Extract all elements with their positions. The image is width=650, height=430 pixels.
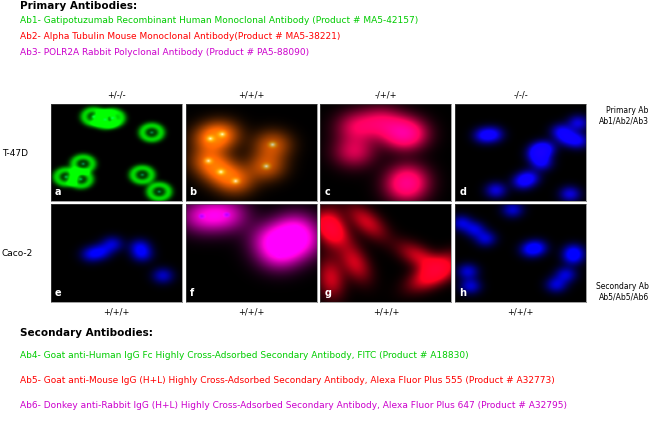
Text: h: h	[460, 287, 466, 297]
Text: Ab6- Donkey anti-Rabbit IgG (H+L) Highly Cross-Adsorbed Secondary Antibody, Alex: Ab6- Donkey anti-Rabbit IgG (H+L) Highly…	[20, 400, 567, 409]
Text: Caco-2: Caco-2	[2, 249, 33, 258]
Text: Ab4- Goat anti-Human IgG Fc Highly Cross-Adsorbed Secondary Antibody, FITC (Prod: Ab4- Goat anti-Human IgG Fc Highly Cross…	[20, 350, 468, 359]
Text: g: g	[324, 287, 332, 297]
Text: +/+/+: +/+/+	[103, 307, 129, 316]
Text: +/+/+: +/+/+	[372, 307, 399, 316]
Text: f: f	[190, 287, 194, 297]
Text: +/+/+: +/+/+	[508, 307, 534, 316]
Text: -/-/-: -/-/-	[514, 91, 528, 100]
Text: +/+/+: +/+/+	[238, 307, 265, 316]
Text: Ab3- POLR2A Rabbit Polyclonal Antibody (Product # PA5-88090): Ab3- POLR2A Rabbit Polyclonal Antibody (…	[20, 48, 309, 57]
Text: Primary Antibodies:: Primary Antibodies:	[20, 1, 136, 11]
Text: a: a	[55, 187, 61, 197]
Text: T-47D: T-47D	[2, 149, 28, 158]
Text: -/+/+: -/+/+	[374, 91, 397, 100]
Text: Ab2- Alpha Tubulin Mouse Monoclonal Antibody(Product # MA5-38221): Ab2- Alpha Tubulin Mouse Monoclonal Anti…	[20, 32, 340, 41]
Text: Ab5- Goat anti-Mouse IgG (H+L) Highly Cross-Adsorbed Secondary Antibody, Alexa F: Ab5- Goat anti-Mouse IgG (H+L) Highly Cr…	[20, 375, 554, 384]
Text: c: c	[324, 187, 330, 197]
Text: Secondary Antibodies:: Secondary Antibodies:	[20, 327, 152, 337]
Text: +/+/+: +/+/+	[238, 91, 265, 100]
Text: Ab1- Gatipotuzumab Recombinant Human Monoclonal Antibody (Product # MA5-42157): Ab1- Gatipotuzumab Recombinant Human Mon…	[20, 16, 418, 25]
Text: d: d	[460, 187, 466, 197]
Text: b: b	[190, 187, 197, 197]
Text: Primary Ab
Ab1/Ab2/Ab3: Primary Ab Ab1/Ab2/Ab3	[599, 105, 649, 126]
Text: Secondary Ab
Ab5/Ab5/Ab6: Secondary Ab Ab5/Ab5/Ab6	[596, 281, 649, 301]
Text: +/-/-: +/-/-	[107, 91, 125, 100]
Text: e: e	[55, 287, 61, 297]
